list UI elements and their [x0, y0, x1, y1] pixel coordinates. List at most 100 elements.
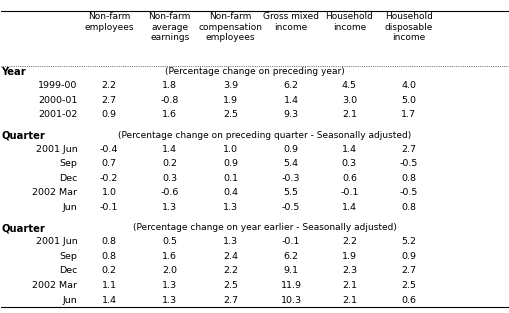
Text: 1.0: 1.0 [101, 188, 117, 198]
Text: 0.2: 0.2 [162, 159, 177, 168]
Text: 0.8: 0.8 [402, 203, 416, 212]
Text: Non-farm
compensation
employees: Non-farm compensation employees [199, 12, 263, 42]
Text: 2.5: 2.5 [402, 281, 416, 290]
Text: 11.9: 11.9 [280, 281, 302, 290]
Text: -0.1: -0.1 [100, 203, 118, 212]
Text: 2.5: 2.5 [223, 110, 238, 120]
Text: Year: Year [2, 68, 26, 77]
Text: 1.3: 1.3 [223, 237, 238, 246]
Text: 1.4: 1.4 [342, 145, 357, 154]
Text: -0.8: -0.8 [160, 96, 179, 105]
Text: 0.9: 0.9 [223, 159, 238, 168]
Text: 2.7: 2.7 [101, 96, 117, 105]
Text: 1.6: 1.6 [162, 110, 177, 120]
Text: 2.4: 2.4 [223, 252, 238, 261]
Text: 5.0: 5.0 [402, 96, 416, 105]
Text: Quarter: Quarter [2, 223, 45, 233]
Text: Household
income: Household income [325, 12, 374, 32]
Text: 1.4: 1.4 [162, 145, 177, 154]
Text: 2002 Mar: 2002 Mar [33, 188, 77, 198]
Text: Dec: Dec [59, 266, 77, 275]
Text: 2.2: 2.2 [101, 81, 117, 90]
Text: 0.1: 0.1 [223, 174, 238, 183]
Text: 2.1: 2.1 [342, 110, 357, 120]
Text: 9.1: 9.1 [284, 266, 299, 275]
Text: 0.6: 0.6 [342, 174, 357, 183]
Text: 2.7: 2.7 [402, 145, 416, 154]
Text: 0.4: 0.4 [223, 188, 238, 198]
Text: 2.0: 2.0 [162, 266, 177, 275]
Text: -0.3: -0.3 [282, 174, 300, 183]
Text: Sep: Sep [60, 159, 77, 168]
Text: 5.2: 5.2 [402, 237, 416, 246]
Text: Non-farm
average
earnings: Non-farm average earnings [149, 12, 191, 42]
Text: 1999-00: 1999-00 [38, 81, 77, 90]
Text: 5.4: 5.4 [284, 159, 299, 168]
Text: Dec: Dec [59, 174, 77, 183]
Text: (Percentage change on preceding year): (Percentage change on preceding year) [164, 68, 345, 76]
Text: 1.3: 1.3 [223, 203, 238, 212]
Text: -0.5: -0.5 [282, 203, 300, 212]
Text: -0.5: -0.5 [400, 159, 418, 168]
Text: 2002 Mar: 2002 Mar [33, 281, 77, 290]
Text: -0.1: -0.1 [340, 188, 359, 198]
Text: 0.9: 0.9 [402, 252, 416, 261]
Text: 2.3: 2.3 [342, 266, 357, 275]
Text: -0.1: -0.1 [282, 237, 300, 246]
Text: Gross mixed
income: Gross mixed income [263, 12, 319, 32]
Text: 2000-01: 2000-01 [38, 96, 77, 105]
Text: 0.6: 0.6 [402, 296, 416, 305]
Text: 1.0: 1.0 [223, 145, 238, 154]
Text: 1.3: 1.3 [162, 203, 177, 212]
Text: 6.2: 6.2 [284, 252, 299, 261]
Text: 0.9: 0.9 [284, 145, 299, 154]
Text: 3.0: 3.0 [342, 96, 357, 105]
Text: Household
disposable
income: Household disposable income [385, 12, 433, 42]
Text: 2001 Jun: 2001 Jun [36, 237, 77, 246]
Text: 2001-02: 2001-02 [38, 110, 77, 120]
Text: 2.7: 2.7 [402, 266, 416, 275]
Text: -0.6: -0.6 [160, 188, 179, 198]
Text: (Percentage change on year earlier - Seasonally adjusted): (Percentage change on year earlier - Sea… [133, 223, 397, 233]
Text: 4.0: 4.0 [402, 81, 416, 90]
Text: 1.9: 1.9 [223, 96, 238, 105]
Text: 2.1: 2.1 [342, 281, 357, 290]
Text: 3.9: 3.9 [223, 81, 238, 90]
Text: 0.8: 0.8 [101, 252, 117, 261]
Text: Sep: Sep [60, 252, 77, 261]
Text: 1.1: 1.1 [101, 281, 117, 290]
Text: 5.5: 5.5 [284, 188, 299, 198]
Text: -0.5: -0.5 [400, 188, 418, 198]
Text: 0.7: 0.7 [101, 159, 117, 168]
Text: -0.4: -0.4 [100, 145, 118, 154]
Text: 0.9: 0.9 [101, 110, 117, 120]
Text: 0.3: 0.3 [162, 174, 177, 183]
Text: 6.2: 6.2 [284, 81, 299, 90]
Text: Quarter: Quarter [2, 131, 45, 141]
Text: (Percentage change on preceding quarter - Seasonally adjusted): (Percentage change on preceding quarter … [118, 131, 411, 140]
Text: 1.3: 1.3 [162, 281, 177, 290]
Text: -0.2: -0.2 [100, 174, 118, 183]
Text: 1.4: 1.4 [342, 203, 357, 212]
Text: 2.2: 2.2 [223, 266, 238, 275]
Text: 1.3: 1.3 [162, 296, 177, 305]
Text: 0.5: 0.5 [162, 237, 177, 246]
Text: 1.6: 1.6 [162, 252, 177, 261]
Text: 4.5: 4.5 [342, 81, 357, 90]
Text: Jun: Jun [63, 296, 77, 305]
Text: 1.7: 1.7 [402, 110, 416, 120]
Text: Non-farm
employees: Non-farm employees [84, 12, 134, 32]
Text: 1.8: 1.8 [162, 81, 177, 90]
Text: 0.8: 0.8 [101, 237, 117, 246]
Text: 2.2: 2.2 [342, 237, 357, 246]
Text: 2001 Jun: 2001 Jun [36, 145, 77, 154]
Text: 1.9: 1.9 [342, 252, 357, 261]
Text: 2.5: 2.5 [223, 281, 238, 290]
Text: 1.4: 1.4 [284, 96, 299, 105]
Text: Jun: Jun [63, 203, 77, 212]
Text: 2.7: 2.7 [223, 296, 238, 305]
Text: 10.3: 10.3 [280, 296, 302, 305]
Text: 1.4: 1.4 [101, 296, 117, 305]
Text: 0.8: 0.8 [402, 174, 416, 183]
Text: 9.3: 9.3 [284, 110, 299, 120]
